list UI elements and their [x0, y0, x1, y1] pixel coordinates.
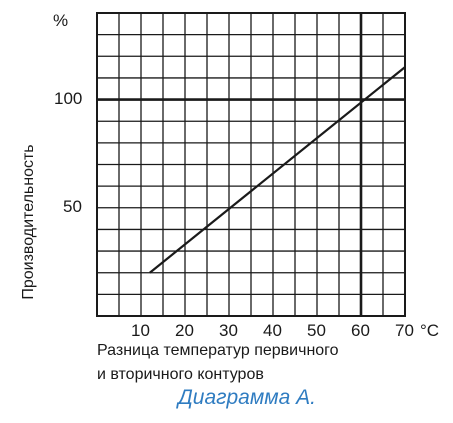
- x-tick-label: 70: [395, 321, 414, 340]
- y-axis-title: Производительность: [20, 144, 37, 300]
- x-tick-label: 50: [307, 321, 326, 340]
- y-tick-label: 100: [54, 88, 83, 108]
- x-tick-label: 40: [263, 321, 282, 340]
- chart-series: [149, 66, 406, 274]
- chart-frame: [96, 12, 406, 317]
- series-line-0: [149, 66, 406, 274]
- x-axis-title-line2: и вторичного контуров: [97, 366, 264, 383]
- x-tick-label: 20: [175, 321, 194, 340]
- x-axis-title-line1: Разница температур первичного: [97, 342, 339, 359]
- x-unit-label: °C: [420, 321, 440, 340]
- plot-border: [96, 12, 406, 317]
- y-unit-label: %: [53, 11, 69, 30]
- x-tick-label: 60: [351, 321, 370, 340]
- chart-title: Диаграмма А.: [178, 386, 317, 409]
- y-tick-label: 50: [63, 196, 82, 216]
- chart-grid: [96, 12, 406, 317]
- x-tick-label: 30: [219, 321, 238, 340]
- x-tick-label: 10: [131, 321, 150, 340]
